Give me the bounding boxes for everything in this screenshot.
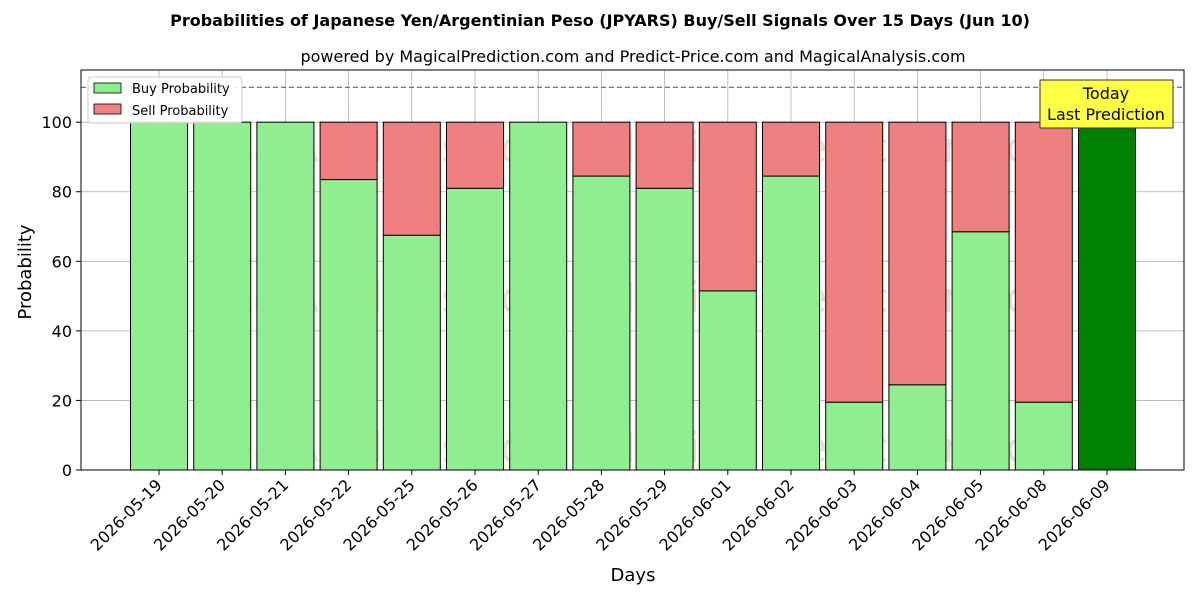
bar-buy-2026-05-29 — [635, 187, 694, 471]
bar-buy-2026-05-20 — [193, 121, 252, 471]
bar-buy-2026-06-03 — [825, 401, 884, 471]
y-axis-ticks: 0 20 40 60 80 100 — [41, 113, 81, 480]
bar-sell-2026-06-05 — [951, 121, 1010, 233]
chart-title: Probabilities of Japanese Yen/Argentinia… — [170, 11, 1030, 30]
plot-frame — [80, 69, 1185, 471]
y-axis-label: Probability — [15, 224, 36, 319]
bar-sell-2026-05-26 — [446, 121, 504, 189]
today-annotation-line1: Today — [1082, 84, 1129, 103]
bar-sell-2026-06-04 — [888, 121, 947, 386]
bar-buy-2026-06-02 — [762, 175, 820, 471]
bar-sell-2026-06-08 — [1014, 121, 1073, 403]
legend-box — [87, 76, 243, 124]
bar-sell-2026-06-02 — [762, 121, 820, 177]
bar-buy-2026-05-28 — [572, 175, 631, 471]
bar-sell-2026-05-28 — [572, 121, 631, 177]
bar-sell-2026-05-29 — [635, 121, 694, 189]
bar-buy-2026-05-22 — [319, 179, 378, 471]
legend: Buy Probability Sell Probability — [87, 76, 243, 124]
bar-buy-2026-05-25 — [382, 234, 441, 471]
bar-buy-2026-06-09 — [1078, 121, 1136, 471]
bar-buy-2026-05-27 — [509, 121, 568, 471]
bar-buy-2026-05-26 — [446, 187, 504, 471]
y-tick-label: 0 — [62, 461, 72, 480]
today-annotation-box — [1039, 79, 1174, 129]
bar-buy-2026-06-01 — [698, 290, 757, 471]
bar-buy-2026-06-08 — [1014, 401, 1073, 471]
bar-buy-2026-05-21 — [256, 121, 315, 471]
x-axis-ticks: 2026-05-192026-05-202026-05-212026-05-22… — [87, 470, 1114, 555]
y-tick-label: 20 — [52, 391, 72, 410]
bar-sell-2026-05-22 — [319, 121, 378, 181]
bar-sell-2026-05-25 — [382, 121, 441, 236]
legend-label-sell: Sell Probability — [132, 104, 229, 119]
chart-subtitle: powered by MagicalPrediction.com and Pre… — [300, 47, 965, 66]
x-axis-label: Days — [611, 565, 656, 586]
bar-buy-2026-06-04 — [888, 384, 947, 471]
legend-swatch-buy — [93, 82, 122, 94]
today-annotation-line2: Last Prediction — [1047, 105, 1165, 124]
legend-label-buy: Buy Probability — [132, 82, 230, 97]
bar-buy-2026-05-19 — [130, 121, 188, 471]
today-annotation: Today Last Prediction — [1039, 79, 1174, 129]
bar-buy-2026-06-05 — [951, 231, 1010, 471]
y-tick-label: 100 — [41, 113, 72, 132]
bars — [130, 121, 1136, 471]
y-tick-label: 80 — [52, 183, 72, 202]
bar-sell-2026-06-03 — [825, 121, 884, 403]
bar-sell-2026-06-01 — [698, 121, 757, 292]
y-tick-label: 60 — [52, 252, 72, 271]
legend-swatch-sell — [93, 103, 122, 115]
y-tick-label: 40 — [52, 322, 72, 341]
